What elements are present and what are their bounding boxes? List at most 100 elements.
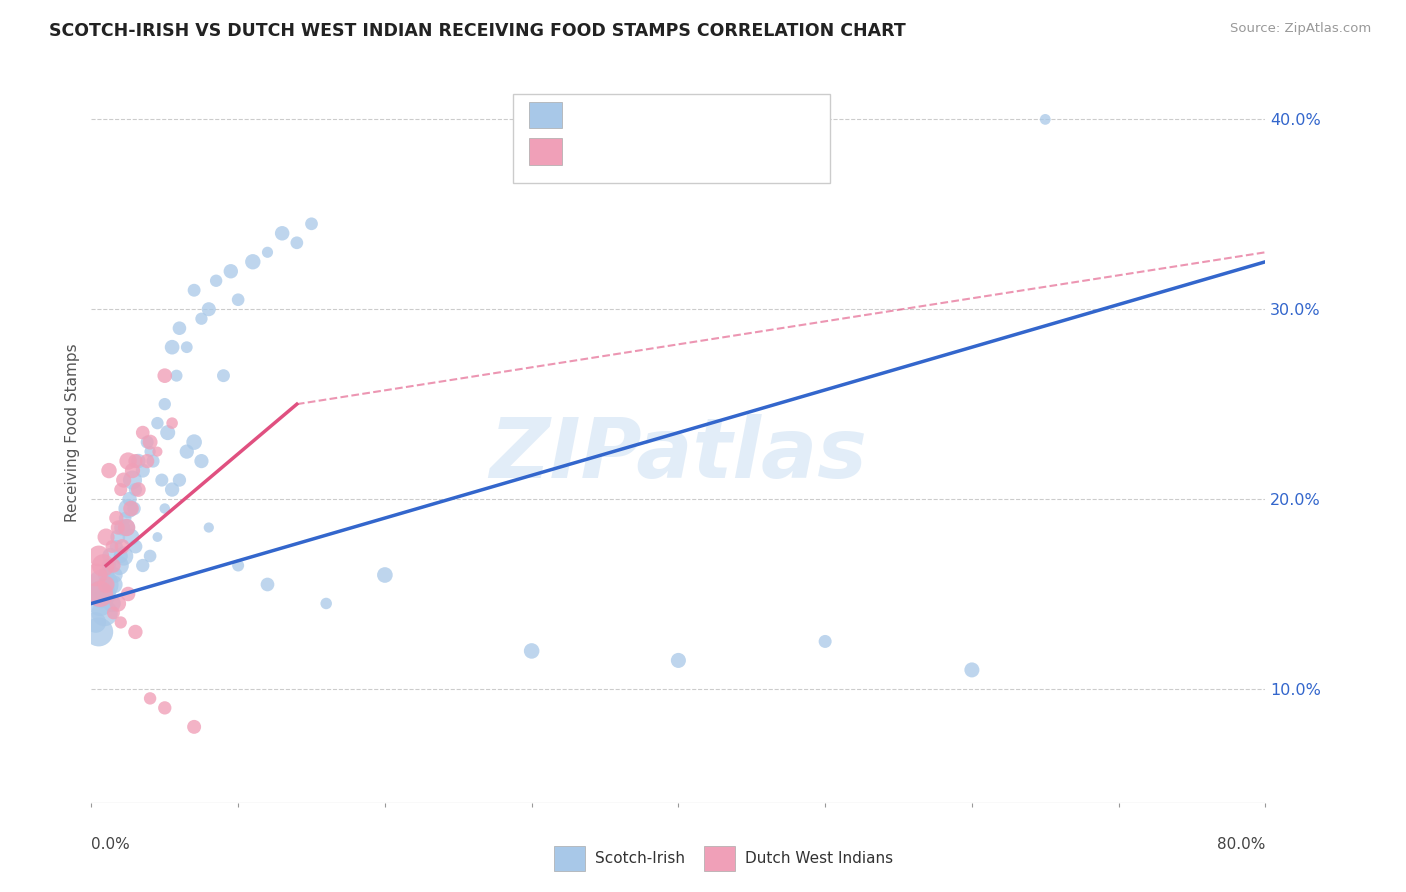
Point xyxy=(124,483,146,497)
Point xyxy=(197,520,219,534)
Point xyxy=(153,397,176,411)
Point xyxy=(110,483,132,497)
Point xyxy=(301,217,323,231)
Point xyxy=(112,549,135,563)
Point xyxy=(103,577,125,591)
Point xyxy=(183,283,205,297)
Point xyxy=(87,624,110,639)
Text: N =: N = xyxy=(683,108,720,122)
Point xyxy=(124,624,146,639)
Point xyxy=(89,587,111,601)
Point xyxy=(1033,112,1056,127)
Point xyxy=(117,501,139,516)
Point xyxy=(271,227,294,241)
Point xyxy=(190,454,212,468)
Point xyxy=(176,340,198,354)
Point xyxy=(520,644,543,658)
Text: 71: 71 xyxy=(723,108,742,122)
Point xyxy=(89,597,111,611)
Point xyxy=(136,454,159,468)
Point xyxy=(132,425,155,440)
Point xyxy=(111,520,134,534)
Point xyxy=(205,274,228,288)
Point xyxy=(107,530,129,544)
Point xyxy=(139,549,162,563)
Point xyxy=(96,577,118,591)
Point xyxy=(139,444,162,458)
Point xyxy=(242,254,264,268)
Point xyxy=(121,473,143,487)
Point xyxy=(127,454,149,468)
Point xyxy=(124,454,146,468)
Text: 0.363: 0.363 xyxy=(617,108,662,122)
Text: R =: R = xyxy=(578,108,613,122)
Point xyxy=(146,530,169,544)
Point xyxy=(122,501,145,516)
Point xyxy=(107,520,129,534)
Point xyxy=(84,568,107,582)
Point xyxy=(103,606,125,620)
Text: Dutch West Indians: Dutch West Indians xyxy=(745,851,893,865)
Point xyxy=(960,663,983,677)
Text: R =: R = xyxy=(578,145,613,159)
Point xyxy=(183,720,205,734)
Point xyxy=(150,473,173,487)
Point xyxy=(111,540,134,554)
Y-axis label: Receiving Food Stamps: Receiving Food Stamps xyxy=(65,343,80,522)
Point xyxy=(91,577,114,591)
Point xyxy=(153,701,176,715)
Point xyxy=(91,558,114,573)
Text: 0.253: 0.253 xyxy=(617,145,662,159)
Point xyxy=(153,501,176,516)
Point xyxy=(190,311,212,326)
Point xyxy=(98,558,121,573)
Point xyxy=(153,368,176,383)
Point xyxy=(124,540,146,554)
Point xyxy=(146,444,169,458)
Point xyxy=(94,577,117,591)
Point xyxy=(160,340,183,354)
Point xyxy=(127,483,149,497)
Text: Source: ZipAtlas.com: Source: ZipAtlas.com xyxy=(1230,22,1371,36)
Text: 80.0%: 80.0% xyxy=(1218,837,1265,852)
Point xyxy=(84,615,107,630)
Point xyxy=(112,473,135,487)
Point xyxy=(160,416,183,430)
Point xyxy=(136,435,159,450)
Point xyxy=(169,473,191,487)
Point xyxy=(105,540,128,554)
Point xyxy=(374,568,396,582)
Point xyxy=(132,464,155,478)
Point xyxy=(101,597,124,611)
Point xyxy=(108,558,131,573)
Point xyxy=(105,511,128,525)
Point xyxy=(219,264,242,278)
Point xyxy=(90,587,112,601)
Point xyxy=(197,302,219,317)
Point xyxy=(212,368,235,383)
Point xyxy=(110,549,132,563)
Point xyxy=(139,435,162,450)
Text: N =: N = xyxy=(683,145,720,159)
Point xyxy=(114,511,136,525)
Point xyxy=(814,634,837,648)
Point xyxy=(160,483,183,497)
Text: 0.0%: 0.0% xyxy=(91,837,131,852)
Point xyxy=(169,321,191,335)
Point xyxy=(256,577,278,591)
Point xyxy=(115,520,138,534)
Point xyxy=(104,568,127,582)
Text: SCOTCH-IRISH VS DUTCH WEST INDIAN RECEIVING FOOD STAMPS CORRELATION CHART: SCOTCH-IRISH VS DUTCH WEST INDIAN RECEIV… xyxy=(49,22,905,40)
Point xyxy=(285,235,308,250)
Text: 33: 33 xyxy=(723,145,742,159)
Point xyxy=(142,454,165,468)
Point xyxy=(315,597,337,611)
Point xyxy=(226,293,249,307)
Text: ZIPatlas: ZIPatlas xyxy=(489,414,868,495)
Point xyxy=(87,549,110,563)
Point xyxy=(666,653,689,667)
Point xyxy=(121,464,143,478)
Point xyxy=(176,444,198,458)
Point xyxy=(115,520,138,534)
Point xyxy=(118,491,141,506)
